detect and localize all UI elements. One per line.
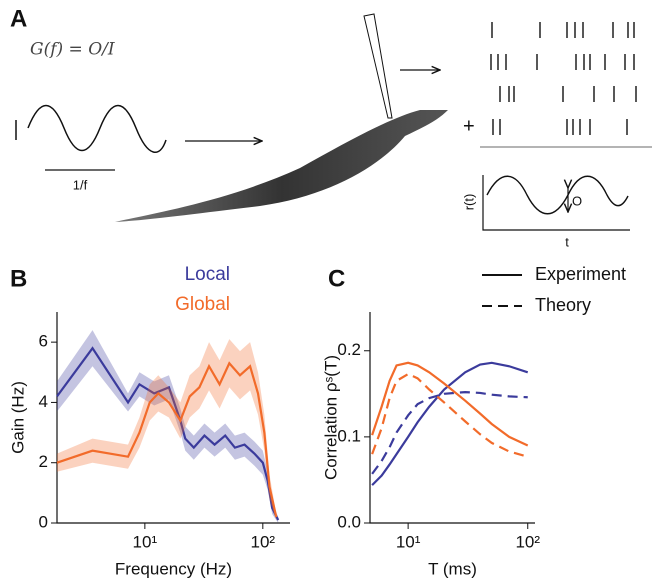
error-band (57, 339, 277, 520)
series-line (371, 390, 528, 475)
amplitude-label: O (572, 193, 582, 208)
rate-curve (486, 175, 629, 215)
y-axis-label: Correlation ρˢ(T) (321, 355, 340, 480)
y-tick-label: 0.0 (337, 512, 361, 531)
series-line (56, 361, 278, 518)
y-axis-label: Gain (Hz) (8, 381, 27, 454)
formula: G(f) = O/I (30, 40, 115, 60)
panel-label: A (10, 5, 27, 32)
series-line (56, 346, 280, 521)
y-tick-label: 2 (39, 452, 48, 471)
x-axis-label: T (ms) (428, 559, 477, 578)
y-tick-label: 4 (39, 392, 48, 411)
x-tick-label: 10¹ (396, 532, 421, 551)
panel-label: C (328, 265, 345, 292)
y-tick-label: 0.1 (337, 426, 361, 445)
input-sine (27, 105, 167, 153)
x-tick-label: 10² (251, 532, 276, 551)
y-tick-label: 0.2 (337, 340, 361, 359)
axis-line (369, 312, 535, 524)
legend-label: Experiment (535, 264, 626, 284)
legend-label: Local (185, 264, 230, 285)
x-tick-label: 10² (515, 532, 540, 551)
panel-label: B (10, 265, 27, 292)
legend-label: Theory (535, 295, 591, 315)
series-line (371, 361, 529, 486)
time-label: t (565, 234, 569, 249)
y-tick-label: 0 (39, 512, 48, 531)
fish (115, 110, 448, 222)
legend-label: Global (175, 294, 230, 315)
plus: + (463, 115, 475, 137)
period-label: 1/f (73, 177, 88, 192)
spike-raster (490, 22, 637, 135)
rate-label: r(t) (461, 194, 476, 211)
rate-axes (482, 175, 630, 231)
electrode (363, 13, 393, 119)
x-tick-label: 10¹ (133, 532, 158, 551)
y-tick-label: 6 (39, 332, 48, 351)
x-axis-label: Frequency (Hz) (115, 559, 232, 578)
series-line (371, 361, 529, 447)
series-line (371, 372, 529, 458)
